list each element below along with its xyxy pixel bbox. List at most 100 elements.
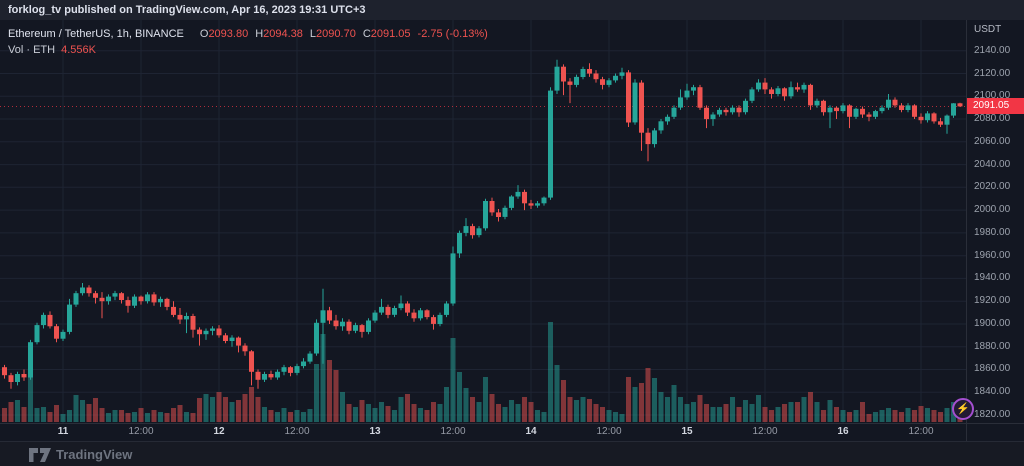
volume-bar: [171, 408, 176, 422]
volume-bar: [158, 412, 163, 422]
tradingview-logo[interactable]: [29, 448, 51, 462]
volume-bar: [873, 412, 878, 422]
price-tick-label: 1960.00: [974, 250, 1011, 261]
candle-body: [314, 322, 319, 354]
time-axis[interactable]: 11 12:00 12 12:00 13 12:00 14 12:00 15 12:00 16 12:…: [0, 423, 1024, 442]
volume-bar: [483, 377, 488, 422]
candle-body: [808, 84, 813, 106]
symbol-title[interactable]: Ethereum / TetherUS, 1h, BINANCE: [8, 28, 184, 40]
candle-body: [288, 367, 293, 373]
time-tick-label: 12: [213, 426, 225, 437]
volume-bar: [736, 407, 742, 422]
volume-bar: [834, 407, 839, 422]
volume-bar: [177, 405, 183, 422]
candle-body: [918, 116, 924, 121]
volume-bar: [671, 385, 677, 422]
candle-body: [177, 314, 183, 320]
volume-bar: [749, 404, 755, 422]
candle-body: [275, 371, 280, 378]
volume-bar: [450, 338, 456, 422]
volume-bar: [132, 412, 137, 422]
volume-bar: [931, 410, 937, 422]
candle-body: [847, 105, 852, 117]
candle-body: [223, 335, 228, 341]
candle-body: [483, 201, 488, 229]
time-tick-label: 12:00: [284, 426, 310, 437]
candle-body: [424, 310, 430, 318]
candle-body: [255, 371, 261, 380]
ohlc-close-value: 2091.05: [370, 28, 411, 40]
volume-bar: [210, 397, 215, 422]
volume-bar: [821, 410, 826, 422]
volume-bar: [626, 377, 631, 422]
volume-bar: [327, 360, 332, 422]
ohlc-label-o: O: [199, 28, 209, 40]
volume-bar: [398, 397, 404, 422]
candle-body: [801, 84, 807, 90]
candle-body: [184, 316, 189, 320]
volume-bar: [476, 402, 482, 422]
candle-body: [385, 306, 391, 315]
candle-body: [639, 82, 644, 133]
last-price-label: 2091.05: [967, 98, 1024, 114]
price-tick-label: 2000.00: [974, 204, 1011, 215]
candle-body: [600, 79, 605, 85]
volume-bar: [418, 408, 423, 422]
lightning-badge[interactable]: ⚡: [952, 398, 974, 420]
candle-body: [743, 100, 748, 113]
candle-body: [938, 121, 943, 125]
time-tick-label: 13: [369, 426, 381, 437]
volume-bar: [697, 395, 703, 422]
candle-body: [561, 66, 566, 82]
volume-bar: [658, 392, 664, 422]
volume-bar: [899, 412, 904, 422]
volume-bar: [86, 404, 92, 422]
candle-body: [2, 367, 7, 376]
volume-bar: [691, 402, 696, 422]
volume-bar: [411, 404, 417, 422]
volume-bar: [944, 408, 950, 422]
volume-bar: [515, 404, 521, 422]
candle-body: [899, 105, 904, 110]
lightning-icon: ⚡: [956, 402, 970, 415]
candle-body: [15, 374, 20, 382]
candlestick-chart[interactable]: [0, 20, 966, 423]
candle-body: [86, 287, 92, 294]
candle-body: [509, 196, 514, 208]
candle-body: [515, 191, 521, 197]
candle-body: [34, 325, 40, 343]
price-axis[interactable]: USDT 2091.05 2140.00 2120.00 2100.00 2080.0…: [966, 20, 1024, 423]
volume-bar: [320, 334, 326, 422]
candle-body: [8, 375, 14, 382]
candle-body: [457, 232, 462, 254]
volume-bar: [405, 394, 410, 422]
volume-bar: [236, 400, 241, 422]
time-tick-label: 12:00: [908, 426, 934, 437]
candle-body: [697, 87, 703, 108]
candle-body: [853, 108, 859, 117]
candle-body: [151, 294, 157, 303]
candle-body: [54, 326, 59, 339]
volume-bar: [392, 410, 397, 422]
volume-bar: [541, 412, 547, 422]
volume-bar: [886, 408, 891, 422]
volume-bar: [762, 407, 768, 422]
volume-bar: [333, 370, 339, 422]
candle-body: [795, 87, 800, 90]
price-tick-label: 1980.00: [974, 227, 1011, 238]
ohlc-label-l: L: [309, 28, 317, 40]
candle-body: [658, 121, 664, 131]
volume-bar: [275, 412, 280, 422]
time-tick-label: 11: [57, 426, 69, 437]
volume-bar: [125, 413, 131, 422]
volume-bar: [795, 402, 800, 422]
header-bar: forklog_tv published on TradingView.com,…: [0, 0, 1024, 20]
volume-bar: [190, 413, 196, 422]
volume-bar: [379, 402, 384, 422]
candle-body: [723, 109, 729, 113]
volume-bar: [8, 402, 14, 422]
volume-bar: [717, 407, 722, 422]
candle-body: [242, 345, 248, 352]
candle-body: [931, 113, 937, 122]
candle-body: [678, 97, 683, 108]
